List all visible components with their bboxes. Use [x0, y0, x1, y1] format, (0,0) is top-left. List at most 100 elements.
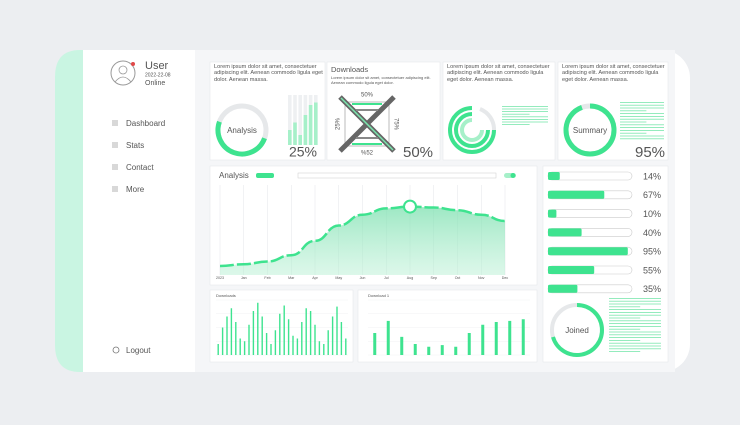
gauge-arc [215, 120, 267, 157]
text-line [502, 113, 530, 115]
card-text: Lorem ipsum dolor sit amet, consectetuer… [562, 64, 665, 83]
bar [261, 316, 263, 355]
bar [373, 333, 377, 355]
progress-label: 67% [643, 190, 661, 200]
gauge-label: Analysis [227, 126, 257, 135]
text-line [620, 118, 664, 120]
bar [427, 346, 431, 355]
menu-icon-dot [114, 144, 116, 146]
x-tick-label: Nov [478, 276, 485, 280]
progress-bar [548, 284, 578, 293]
gauge-arc [563, 103, 617, 157]
x-tick-label: Dec [502, 276, 509, 280]
card-text: Lorem ipsum dolor sit amet, consectetuer… [447, 64, 550, 83]
x-tick-label: Oct [455, 276, 461, 280]
bar [314, 324, 316, 355]
bar [217, 344, 219, 355]
chart-title: Downloads [216, 293, 236, 298]
x-tick-label: Feb [264, 276, 270, 280]
card-text-box: Lorem ipsum dolor sit amet, consectetuer… [447, 64, 550, 83]
text-line [609, 340, 641, 341]
progress-label: 95% [643, 247, 661, 257]
search-bar[interactable] [297, 172, 497, 179]
text-line [620, 110, 647, 112]
bar [230, 308, 233, 355]
text-line [609, 306, 641, 308]
menu-item[interactable]: Contact [126, 163, 154, 172]
avatar-head [118, 65, 128, 75]
text-line [609, 314, 661, 316]
card-text-box: Lorem ipsum dolor sit amet, consectetuer… [562, 64, 665, 83]
progress-track [547, 209, 633, 218]
menu-icon-dot [114, 146, 116, 148]
bar [252, 311, 255, 355]
progress-label: 35% [643, 284, 661, 294]
mini-bar [308, 105, 313, 145]
x-tick-label: May [335, 276, 342, 280]
mini-bar [293, 122, 297, 145]
bar [413, 344, 417, 355]
bar [235, 322, 237, 355]
text-line [609, 320, 661, 322]
menu-item[interactable]: More [126, 185, 145, 194]
text-line [609, 300, 661, 302]
text-line [609, 331, 661, 333]
text-line [620, 135, 664, 137]
menu-icon-dot [112, 120, 114, 122]
text-line [609, 298, 661, 299]
text-line [620, 104, 664, 106]
menu: Dashboard Stats Contact More [112, 119, 165, 194]
progress-bar [548, 228, 582, 237]
bar [454, 346, 458, 355]
menu-icon-dot [114, 166, 116, 168]
menu-icon-dot [114, 188, 116, 190]
bar [265, 333, 268, 355]
text-line [620, 113, 664, 114]
bar [521, 319, 525, 355]
mini-bar-track [298, 95, 302, 145]
progress-bar [548, 172, 560, 180]
menu-icon-dot [114, 122, 116, 124]
text-line [609, 348, 661, 350]
menu-icon-dot [116, 166, 118, 168]
logout-icon [112, 346, 120, 354]
user-name: User [145, 60, 169, 72]
gauge-label: Joined [565, 326, 589, 335]
menu-icon-dot [116, 142, 118, 144]
tab[interactable] [256, 173, 274, 178]
x-tick-label: 2023 [216, 276, 224, 280]
menu-icon-dot [116, 190, 118, 192]
logout[interactable]: Logout [126, 346, 151, 355]
menu-icon-dot [112, 168, 114, 170]
bar [296, 338, 299, 355]
bar [279, 313, 281, 355]
card-value: 25% [289, 144, 317, 160]
x-label: 25% [336, 117, 342, 130]
progress-track [547, 171, 633, 181]
text-line [609, 342, 661, 344]
bar [345, 338, 347, 355]
avatar-body [114, 76, 132, 83]
x-tick-label: Mar [288, 276, 295, 280]
menu-item[interactable]: Dashboard [126, 119, 165, 128]
card-value: 95% [635, 144, 665, 161]
x-tick-label: Aug [407, 276, 413, 280]
x-label: 75% [392, 118, 398, 131]
card-text-box: Lorem ipsum dolor sit amet, consectetuer… [214, 64, 323, 83]
menu-icon-dot [116, 164, 118, 166]
text-line [620, 107, 664, 109]
bar [400, 336, 404, 355]
x-label: 50% [361, 93, 374, 99]
bar [331, 316, 334, 355]
gauge-label: Summary [573, 126, 607, 135]
side-strip [55, 50, 83, 372]
progress-label: 14% [643, 171, 661, 181]
menu-item[interactable]: Stats [126, 141, 144, 150]
text-line [609, 351, 641, 352]
menu-icon-dot [116, 168, 118, 170]
bar [257, 302, 259, 355]
bar [243, 341, 246, 355]
bar [467, 333, 471, 355]
